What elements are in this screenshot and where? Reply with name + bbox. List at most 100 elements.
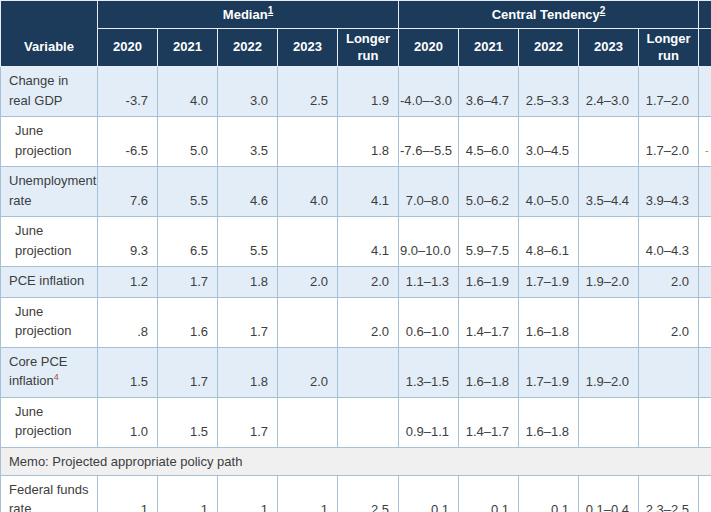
median-value-cell: 1.2 <box>98 267 158 298</box>
row-footnote-link[interactable]: 4 <box>54 372 59 382</box>
median-value-cell: 2.0 <box>338 267 399 298</box>
central-tendency-value-cell: 1.6–1.8 <box>519 297 579 347</box>
median-value-cell: 2.0 <box>338 297 399 347</box>
median-value-cell: .8 <box>98 297 158 347</box>
median-value-cell: 1.7 <box>158 347 218 397</box>
cutoff-column-cell <box>699 167 711 217</box>
median-value-cell <box>278 217 338 267</box>
year-header-central-tendency-2: 2022 <box>519 29 579 67</box>
central-tendency-value-cell: 1.6–1.9 <box>459 267 519 298</box>
table-row: June projection-6.55.03.51.8-7.6–-5.54.5… <box>1 117 711 167</box>
central-tendency-value-cell: 0.6–1.0 <box>399 297 459 347</box>
table-row: Federal funds rate.1.1.1.12.50.10.10.10.… <box>1 475 711 512</box>
median-value-cell: 4.1 <box>338 167 399 217</box>
year-header-median-4: Longer run <box>338 29 399 67</box>
table-row: Change in real GDP-3.74.03.02.51.9-4.0–-… <box>1 67 711 117</box>
central-tendency-value-cell: 2.5–3.3 <box>519 67 579 117</box>
table-row: Core PCE inflation41.51.71.82.01.3–1.51.… <box>1 347 711 397</box>
cutoff-column-cell: - <box>699 117 711 167</box>
central-tendency-footnote-link[interactable]: 2 <box>600 5 606 16</box>
cutoff-column-cell <box>699 397 711 447</box>
central-tendency-value-cell: 1.6–1.8 <box>459 347 519 397</box>
median-value-cell: 1.9 <box>338 67 399 117</box>
cutoff-column-cell <box>699 347 711 397</box>
median-value-cell: 4.6 <box>218 167 278 217</box>
central-tendency-value-cell: 5.9–7.5 <box>459 217 519 267</box>
year-header-central-tendency-3: 2023 <box>579 29 639 67</box>
median-value-cell: 4.0 <box>278 167 338 217</box>
median-value-cell: 1.5 <box>98 347 158 397</box>
central-tendency-value-cell: 3.5–4.4 <box>579 167 639 217</box>
cutoff-column-cell <box>699 217 711 267</box>
year-header-central-tendency-1: 2021 <box>459 29 519 67</box>
central-tendency-group-header: Central Tendency2 <box>399 1 699 29</box>
median-group-label: Median <box>223 7 268 22</box>
variable-column-header: Variable <box>1 1 98 67</box>
median-value-cell: 6.5 <box>158 217 218 267</box>
cutoff-group-header <box>699 1 711 29</box>
median-value-cell: .1 <box>218 475 278 512</box>
central-tendency-value-cell: 9.0–10.0 <box>399 217 459 267</box>
central-tendency-value-cell: 0.1 <box>399 475 459 512</box>
central-tendency-value-cell <box>579 217 639 267</box>
central-tendency-value-cell: -4.0–-3.0 <box>399 67 459 117</box>
row-label-cell: Core PCE inflation4 <box>1 347 98 397</box>
median-value-cell: 2.5 <box>338 475 399 512</box>
central-tendency-value-cell: 1.7–2.0 <box>639 67 699 117</box>
year-header-median-3: 2023 <box>278 29 338 67</box>
median-value-cell: 2.0 <box>278 347 338 397</box>
median-group-header: Median1 <box>98 1 399 29</box>
economic-projections-table: Variable Median1 Central Tendency2 2020 2… <box>0 0 711 512</box>
row-label-text: June projection <box>15 404 71 439</box>
median-value-cell: 2.5 <box>278 67 338 117</box>
central-tendency-value-cell: 1.4–1.7 <box>459 297 519 347</box>
projections-table-viewport: Variable Median1 Central Tendency2 2020 2… <box>0 0 711 512</box>
memo-label: Memo: Projected appropriate policy path <box>1 447 711 475</box>
row-label-cell: June projection <box>1 397 98 447</box>
median-value-cell: 1.7 <box>218 397 278 447</box>
median-value-cell <box>278 397 338 447</box>
central-tendency-value-cell: 2.3–2.5 <box>639 475 699 512</box>
year-header-row: 2020202120222023Longer run20202021202220… <box>1 29 711 67</box>
table-row: June projection1.01.51.70.9–1.11.4–1.71.… <box>1 397 711 447</box>
median-value-cell <box>278 297 338 347</box>
median-value-cell: 1.5 <box>158 397 218 447</box>
table-row: June projection.81.61.72.00.6–1.01.4–1.7… <box>1 297 711 347</box>
central-tendency-value-cell: 0.9–1.1 <box>399 397 459 447</box>
median-value-cell: 1.8 <box>218 267 278 298</box>
row-label-cell: Unemployment rate <box>1 167 98 217</box>
central-tendency-value-cell: 0.1 <box>459 475 519 512</box>
median-value-cell: .1 <box>158 475 218 512</box>
median-value-cell <box>338 397 399 447</box>
median-value-cell: 2.0 <box>278 267 338 298</box>
cutoff-column-cell <box>699 475 711 512</box>
table-header: Variable Median1 Central Tendency2 2020 2… <box>1 1 711 67</box>
median-value-cell: 1.6 <box>158 297 218 347</box>
central-tendency-value-cell: 4.0–4.3 <box>639 217 699 267</box>
central-tendency-value-cell: 2.0 <box>639 297 699 347</box>
central-tendency-value-cell: 4.8–6.1 <box>519 217 579 267</box>
central-tendency-value-cell <box>639 347 699 397</box>
median-value-cell <box>338 347 399 397</box>
cutoff-year-header <box>699 29 711 67</box>
median-value-cell <box>278 117 338 167</box>
row-label-text: June projection <box>15 123 71 158</box>
median-footnote-link[interactable]: 1 <box>268 5 274 16</box>
median-value-cell: 5.0 <box>158 117 218 167</box>
central-tendency-value-cell: 4.5–6.0 <box>459 117 519 167</box>
median-value-cell: .1 <box>278 475 338 512</box>
memo-row: Memo: Projected appropriate policy path <box>1 447 711 475</box>
year-header-median-0: 2020 <box>98 29 158 67</box>
median-value-cell: -3.7 <box>98 67 158 117</box>
row-label-text: PCE inflation <box>9 273 84 288</box>
central-tendency-value-cell <box>639 397 699 447</box>
median-value-cell: 1.7 <box>158 267 218 298</box>
central-tendency-value-cell <box>579 297 639 347</box>
central-tendency-value-cell: 3.6–4.7 <box>459 67 519 117</box>
median-value-cell: 3.5 <box>218 117 278 167</box>
median-value-cell: 1.7 <box>218 297 278 347</box>
central-tendency-value-cell: 0.1–0.4 <box>579 475 639 512</box>
row-label-text: Unemployment rate <box>9 173 96 208</box>
row-label-cell: June projection <box>1 117 98 167</box>
central-tendency-value-cell <box>579 397 639 447</box>
